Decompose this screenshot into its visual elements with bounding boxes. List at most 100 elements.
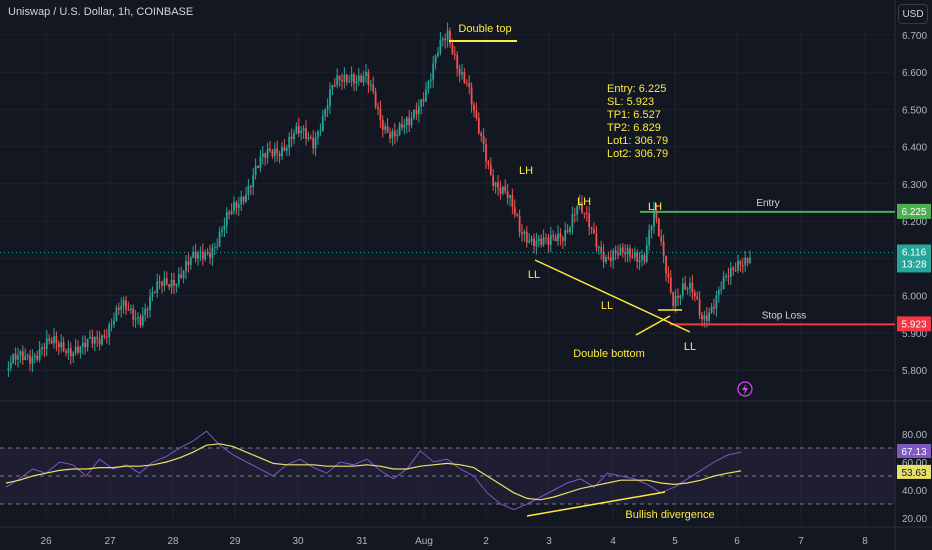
candle-body xyxy=(129,308,132,311)
candle-body xyxy=(609,257,612,261)
candle-body xyxy=(206,252,209,254)
x-tick-label: 28 xyxy=(167,536,179,547)
candle-body xyxy=(576,206,579,215)
candle-body xyxy=(257,165,259,169)
candle-body xyxy=(290,136,293,140)
candle-body xyxy=(441,39,444,41)
candle-body xyxy=(705,315,708,321)
candle-body xyxy=(355,80,358,84)
candle-body xyxy=(360,75,363,83)
candle-body xyxy=(125,300,127,310)
candle-body xyxy=(415,109,418,115)
candle-body xyxy=(185,261,187,272)
candle-body xyxy=(252,175,255,188)
candle-body xyxy=(593,229,595,234)
candle-body xyxy=(595,233,598,248)
y-tick-label: 6.000 xyxy=(902,292,927,303)
candle-body xyxy=(50,340,53,344)
candle-body xyxy=(655,209,658,219)
candle-body xyxy=(549,235,552,246)
candle-body xyxy=(62,342,65,352)
candle-body xyxy=(168,284,171,288)
candle-body xyxy=(194,251,197,259)
y-tick-label: 6.300 xyxy=(902,180,927,191)
double-top-label: Double top xyxy=(458,23,511,35)
candle-body xyxy=(377,106,379,109)
candle-body xyxy=(288,136,291,149)
candle-body xyxy=(453,54,456,56)
candle-body xyxy=(153,292,156,294)
candle-body xyxy=(9,362,12,369)
candle-body xyxy=(528,241,531,243)
candle-body xyxy=(564,230,567,241)
candle-body xyxy=(566,230,569,232)
y-tick-label: 5.900 xyxy=(902,329,927,340)
candle-body xyxy=(643,255,646,262)
candle-body xyxy=(485,144,487,162)
candle-body xyxy=(235,202,238,208)
candle-body xyxy=(245,194,247,202)
candle-body xyxy=(681,283,684,296)
candle-body xyxy=(158,281,161,283)
candle-body xyxy=(717,289,720,296)
candle-body xyxy=(477,117,480,134)
candle-body xyxy=(662,241,665,256)
candle-body xyxy=(511,195,514,208)
candle-body xyxy=(297,126,300,134)
candle-body xyxy=(17,355,19,360)
candle-body xyxy=(653,209,655,227)
candle-body xyxy=(672,292,675,307)
double-bottom-line xyxy=(635,315,671,336)
candle-body xyxy=(319,131,322,133)
trade-info-line: Entry: 6.225 xyxy=(607,83,666,95)
x-tick-label: 3 xyxy=(546,536,552,547)
last-price-tag-text: 6.116 xyxy=(902,247,927,258)
candle-body xyxy=(578,202,581,207)
candle-body xyxy=(696,296,699,300)
candle-body xyxy=(381,119,384,130)
candle-body xyxy=(571,214,574,228)
candle-body xyxy=(48,338,51,341)
candle-body xyxy=(506,191,509,199)
lightning-icon-glyph xyxy=(742,384,748,395)
candle-body xyxy=(729,267,732,278)
candle-body xyxy=(405,117,408,126)
candle-body xyxy=(487,161,490,165)
candle-body xyxy=(669,277,672,293)
currency-button[interactable]: USD xyxy=(898,4,928,24)
candle-body xyxy=(494,182,497,187)
candle-body xyxy=(561,237,564,241)
candle-body xyxy=(420,99,423,107)
candle-body xyxy=(480,133,483,137)
candle-body xyxy=(537,238,540,242)
candle-body xyxy=(715,295,718,309)
candle-body xyxy=(530,238,533,242)
rsi-y-tick-label: 20.00 xyxy=(902,514,927,525)
stop-loss-price-tag-text: 5.923 xyxy=(901,319,926,330)
candle-body xyxy=(559,233,562,238)
x-tick-label: 31 xyxy=(356,536,368,547)
candle-body xyxy=(602,251,605,263)
candle-body xyxy=(585,212,588,214)
candle-body xyxy=(384,126,387,130)
candle-body xyxy=(108,324,111,337)
candle-body xyxy=(261,153,264,157)
candle-body xyxy=(629,248,631,257)
candle-body xyxy=(36,355,39,360)
candle-body xyxy=(468,83,471,88)
candle-body xyxy=(29,355,31,364)
candle-body xyxy=(569,227,571,232)
candle-body xyxy=(333,85,336,87)
candle-body xyxy=(170,279,173,288)
lower-low-label: LL xyxy=(601,300,613,312)
candle-body xyxy=(331,85,334,90)
candle-body xyxy=(281,147,283,157)
lower-high-label: LH xyxy=(577,196,591,208)
candle-body xyxy=(677,295,679,298)
candle-body xyxy=(367,72,370,85)
candle-body xyxy=(725,275,727,277)
candle-body xyxy=(708,311,711,321)
candle-body xyxy=(475,110,478,118)
lower-low-label: LL xyxy=(684,341,696,353)
